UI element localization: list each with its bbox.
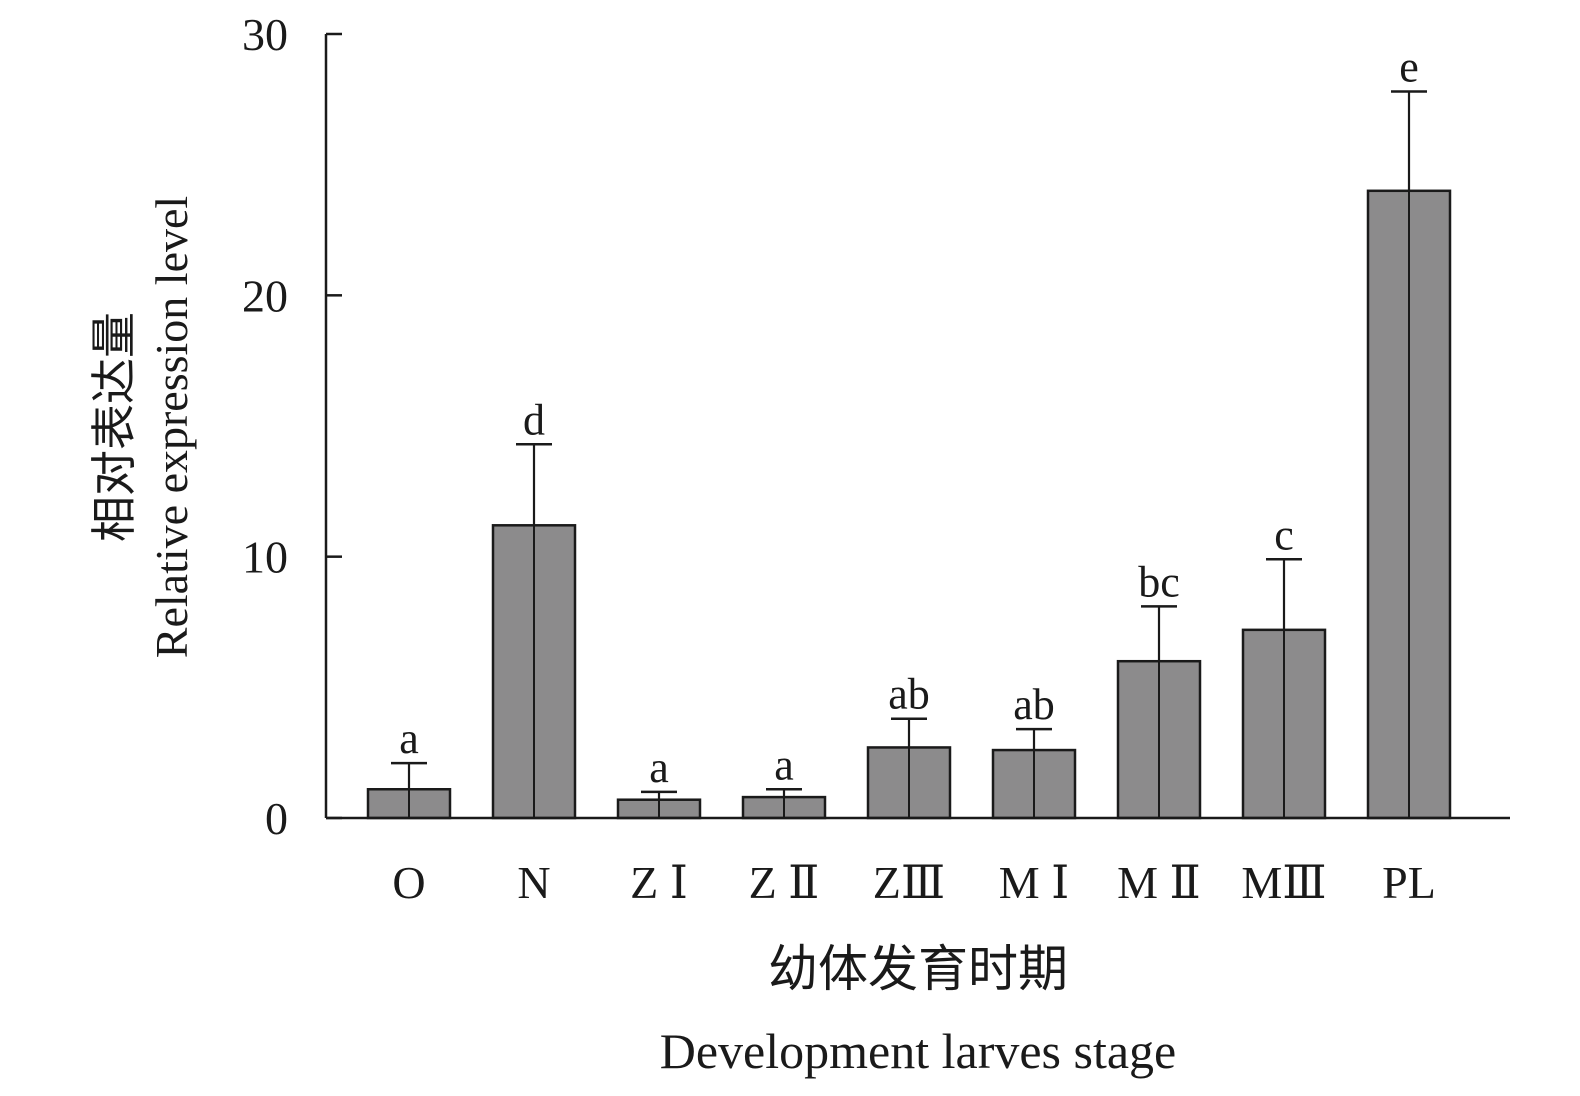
- x-tick-label-8: PL: [1382, 857, 1436, 908]
- x-tick-label-7: MⅢ: [1241, 857, 1326, 908]
- x-tick-label-1: N: [517, 857, 550, 908]
- x-tick-label-6: M Ⅱ: [1117, 857, 1201, 908]
- x-axis-labels: O N Z Ⅰ Z Ⅱ ZⅢ M Ⅰ M Ⅱ MⅢ PL: [392, 857, 1435, 908]
- significance-label-8: e: [1399, 42, 1419, 91]
- y-tick-label-0: 0: [265, 793, 288, 844]
- significance-label-2: a: [649, 743, 669, 792]
- x-axis-label-en: Development larves stage: [660, 1023, 1176, 1079]
- x-tick-label-0: O: [392, 857, 425, 908]
- significance-label-5: ab: [1013, 680, 1055, 729]
- x-tick-label-3: Z Ⅱ: [749, 857, 820, 908]
- y-tick-label-2: 20: [242, 270, 288, 321]
- y-axis-label-en: Relative expression level: [146, 196, 197, 658]
- x-tick-label-5: M Ⅰ: [999, 857, 1070, 908]
- significance-label-3: a: [774, 740, 794, 789]
- x-tick-label-2: Z Ⅰ: [630, 857, 688, 908]
- x-tick-label-4: ZⅢ: [873, 857, 945, 908]
- plot-area: a d a a ab ab bc c e: [366, 42, 1452, 820]
- significance-label-4: ab: [888, 670, 930, 719]
- x-axis-label-cn: 幼体发育时期: [768, 941, 1068, 997]
- significance-label-6: bc: [1138, 557, 1180, 606]
- y-axis-label-cn: 相对表达量: [89, 312, 140, 542]
- significance-label-1: d: [523, 395, 545, 444]
- y-axis-ticks: 0 10 20 30: [242, 9, 342, 844]
- significance-label-7: c: [1274, 510, 1294, 559]
- y-tick-label-3: 30: [242, 9, 288, 60]
- y-tick-label-1: 10: [242, 532, 288, 583]
- significance-label-0: a: [399, 714, 419, 763]
